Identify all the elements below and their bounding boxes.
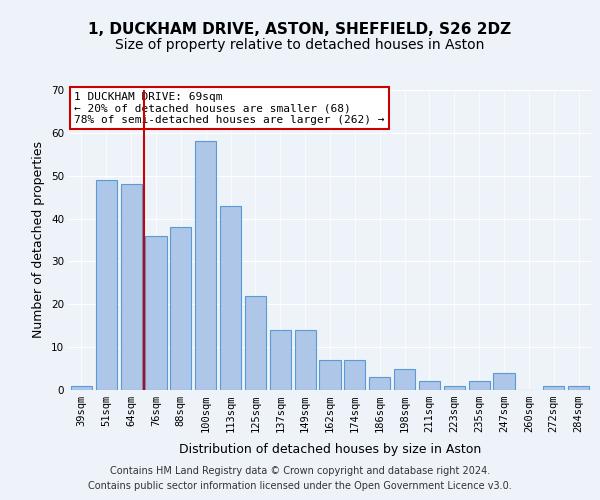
- Bar: [319, 360, 341, 390]
- Y-axis label: Number of detached properties: Number of detached properties: [32, 142, 46, 338]
- Text: Size of property relative to detached houses in Aston: Size of property relative to detached ho…: [115, 38, 485, 52]
- Bar: [344, 360, 365, 390]
- Bar: [543, 386, 564, 390]
- Bar: [295, 330, 316, 390]
- Bar: [419, 382, 440, 390]
- Bar: [394, 368, 415, 390]
- Text: 1, DUCKHAM DRIVE, ASTON, SHEFFIELD, S26 2DZ: 1, DUCKHAM DRIVE, ASTON, SHEFFIELD, S26 …: [88, 22, 512, 38]
- Text: 1 DUCKHAM DRIVE: 69sqm
← 20% of detached houses are smaller (68)
78% of semi-det: 1 DUCKHAM DRIVE: 69sqm ← 20% of detached…: [74, 92, 385, 124]
- Bar: [220, 206, 241, 390]
- Bar: [121, 184, 142, 390]
- Bar: [71, 386, 92, 390]
- Text: Contains public sector information licensed under the Open Government Licence v3: Contains public sector information licen…: [88, 481, 512, 491]
- Bar: [145, 236, 167, 390]
- Bar: [245, 296, 266, 390]
- Text: Contains HM Land Registry data © Crown copyright and database right 2024.: Contains HM Land Registry data © Crown c…: [110, 466, 490, 476]
- Bar: [469, 382, 490, 390]
- Bar: [493, 373, 515, 390]
- Bar: [568, 386, 589, 390]
- Bar: [195, 142, 216, 390]
- Bar: [444, 386, 465, 390]
- Bar: [270, 330, 291, 390]
- Bar: [369, 377, 390, 390]
- Bar: [96, 180, 117, 390]
- Bar: [170, 227, 191, 390]
- X-axis label: Distribution of detached houses by size in Aston: Distribution of detached houses by size …: [179, 444, 481, 456]
